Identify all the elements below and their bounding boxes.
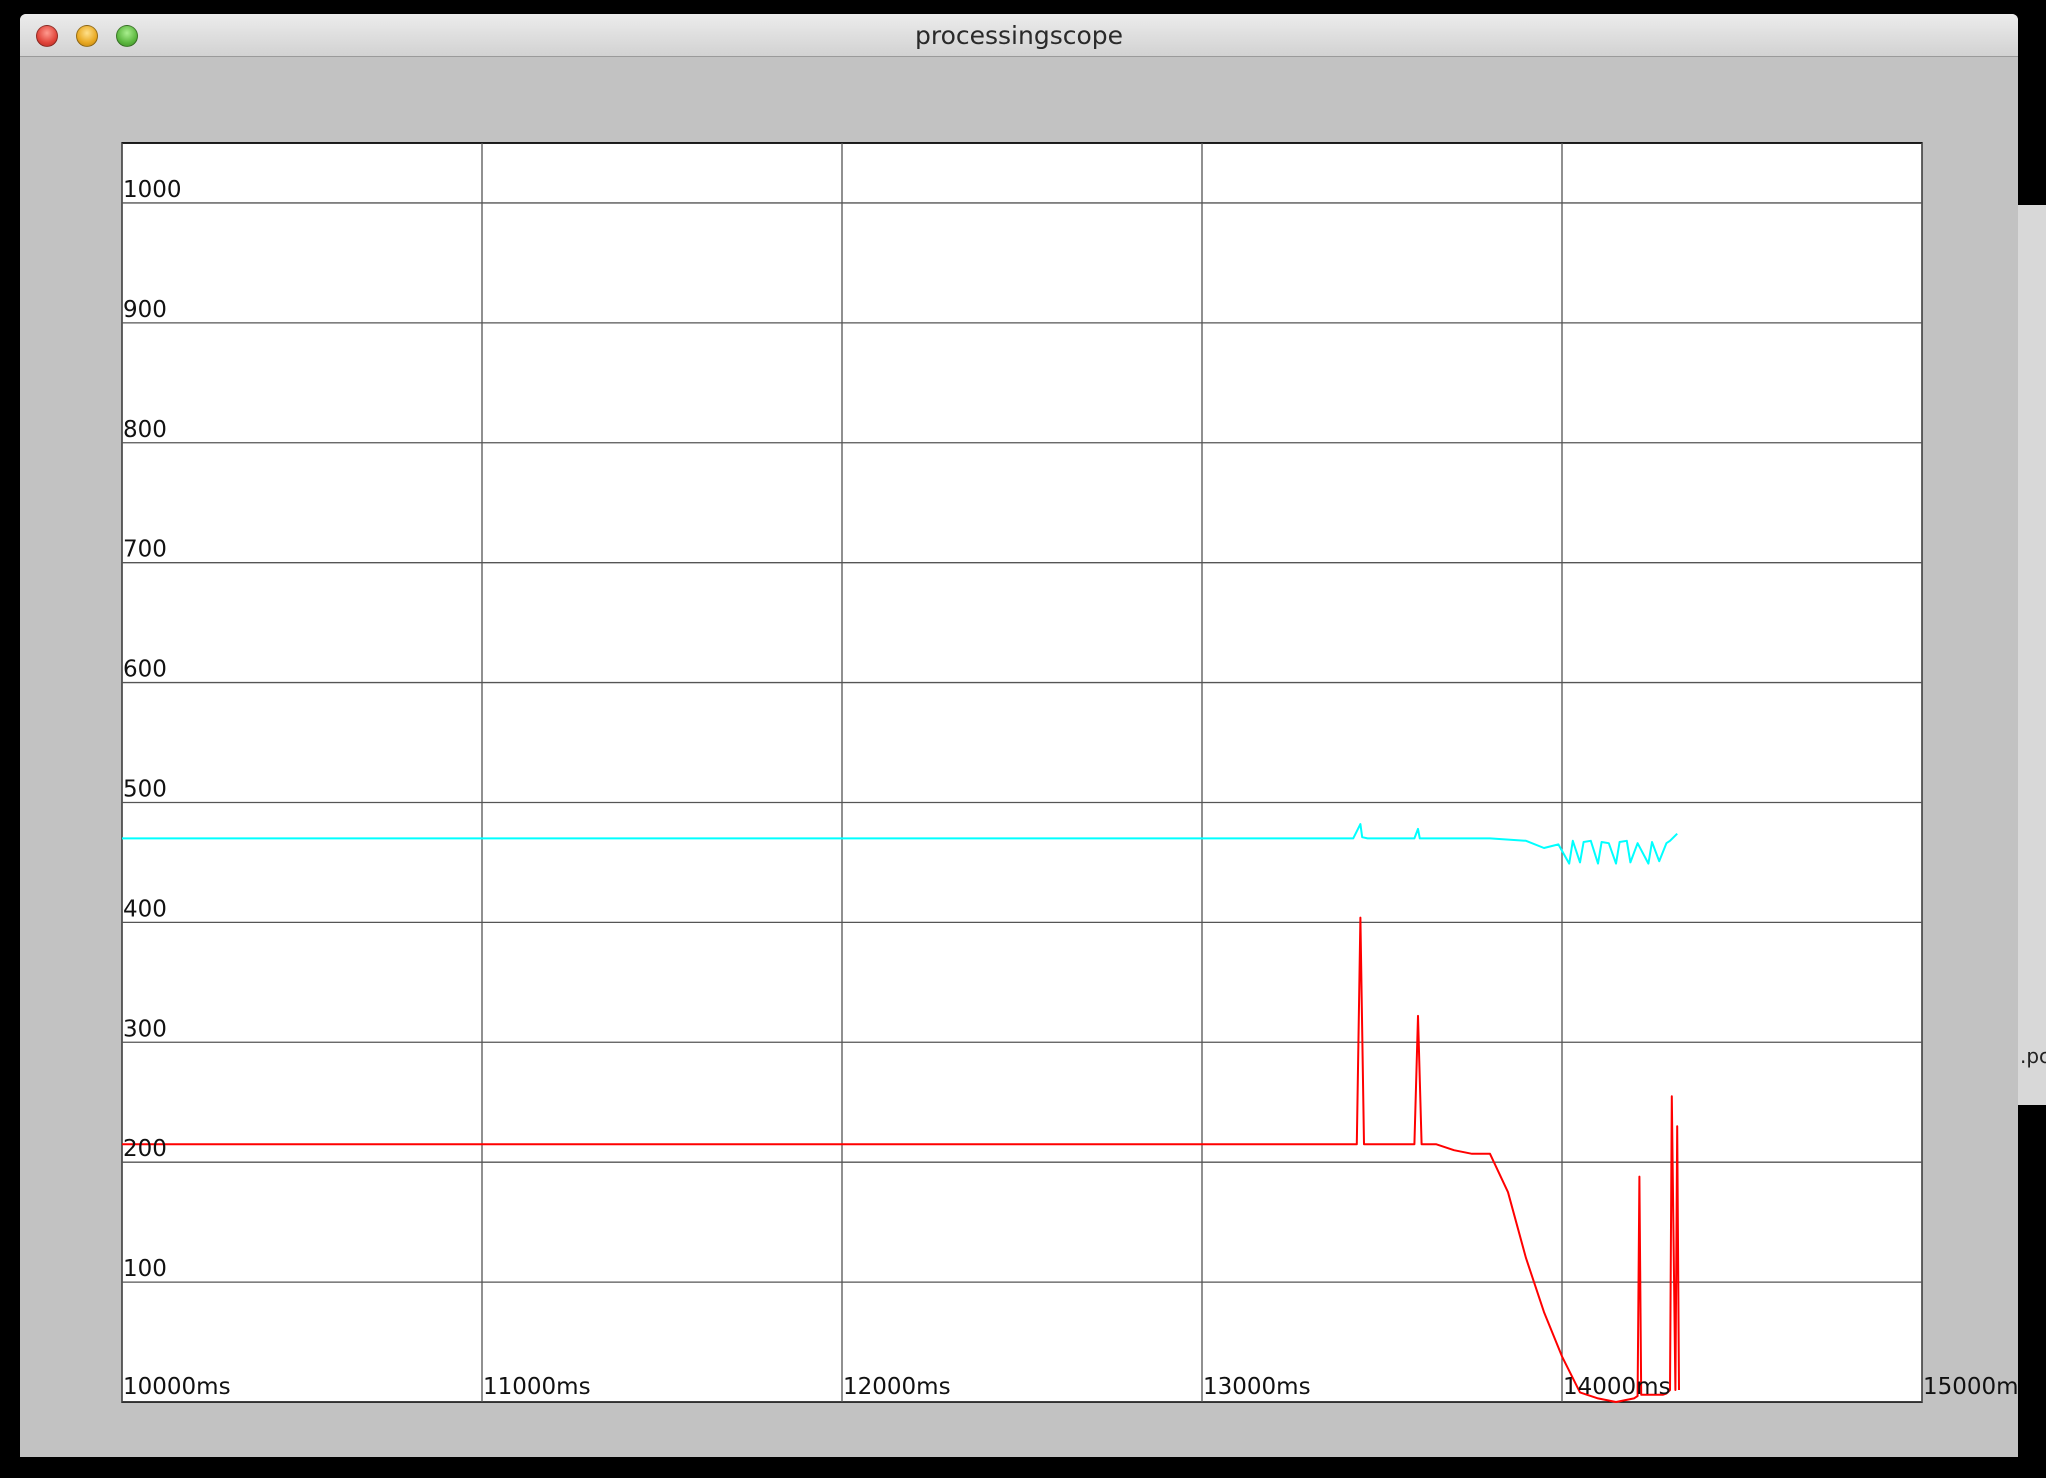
plot-background (121, 142, 1923, 1403)
background-window-edge (2018, 205, 2046, 1105)
y-tick-label: 600 (123, 657, 167, 683)
y-tick-label: 100 (123, 1256, 167, 1282)
minimize-button[interactable] (76, 25, 98, 47)
x-tick-label: 12000ms (843, 1374, 951, 1400)
background-window-text: .pc (2020, 1044, 2046, 1068)
y-tick-label: 700 (123, 537, 167, 563)
y-tick-label: 500 (123, 776, 167, 802)
window-title: processingscope (914, 21, 1124, 50)
x-tick-label: 15000ms (1923, 1374, 2018, 1400)
zoom-button[interactable] (116, 25, 138, 47)
y-tick-label: 200 (123, 1136, 167, 1162)
app-window: processingscope 100 200 300 400 500 600 700 800… (20, 14, 2018, 1457)
close-button[interactable] (36, 25, 58, 47)
series-line-1 (122, 823, 1678, 865)
scope-plot-area: 100 200 300 400 500 600 700 800 900 1000 10000ms 11… (20, 57, 2018, 1457)
x-tick-label: 11000ms (483, 1374, 591, 1400)
title-bar[interactable]: processingscope (20, 14, 2018, 57)
y-tick-label: 900 (123, 297, 167, 323)
x-tick-label: 14000ms (1563, 1374, 1671, 1400)
y-tick-label: 300 (123, 1016, 167, 1042)
x-tick-label: 13000ms (1203, 1374, 1311, 1400)
x-tick-label: 10000ms (123, 1374, 231, 1400)
y-tick-label: 800 (123, 417, 167, 443)
scope-chart: 100 200 300 400 500 600 700 800 900 1000 10000ms 11… (121, 142, 2018, 1403)
y-tick-label: 400 (123, 896, 167, 922)
y-tick-label: 1000 (123, 177, 182, 203)
